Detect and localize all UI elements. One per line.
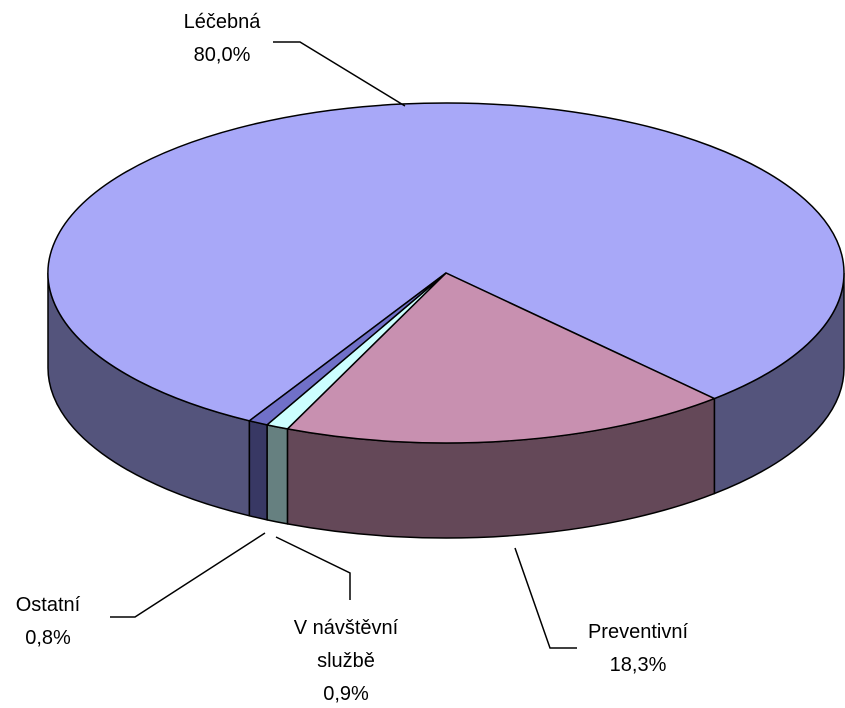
slice-sides [47, 272, 845, 539]
slice [247, 272, 447, 426]
data-label: V návštěvní službě 0,9% [271, 612, 421, 708]
leader-line [275, 536, 351, 600]
category-label: Léčebná [183, 11, 261, 33]
leader-line [273, 41, 406, 107]
slice-side [266, 423, 289, 525]
value-label: 80,0% [193, 44, 251, 66]
slice [285, 272, 717, 444]
data-label: Ostatní 0,8% [0, 589, 103, 655]
leader-line [514, 547, 577, 649]
slice-side [248, 419, 268, 521]
category-label: Ostatní [15, 594, 81, 616]
slice-tops [47, 102, 845, 444]
value-label: 0,8% [25, 627, 71, 649]
value-label: 0,9% [323, 683, 369, 705]
leader-line [110, 532, 266, 618]
value-label: 18,3% [609, 654, 667, 676]
category-label: V návštěvní službě [293, 617, 399, 672]
data-label: Preventivní 18,3% [558, 616, 718, 682]
category-label: Preventivní [587, 621, 689, 643]
data-label: Léčebná 80,0% [162, 6, 282, 72]
